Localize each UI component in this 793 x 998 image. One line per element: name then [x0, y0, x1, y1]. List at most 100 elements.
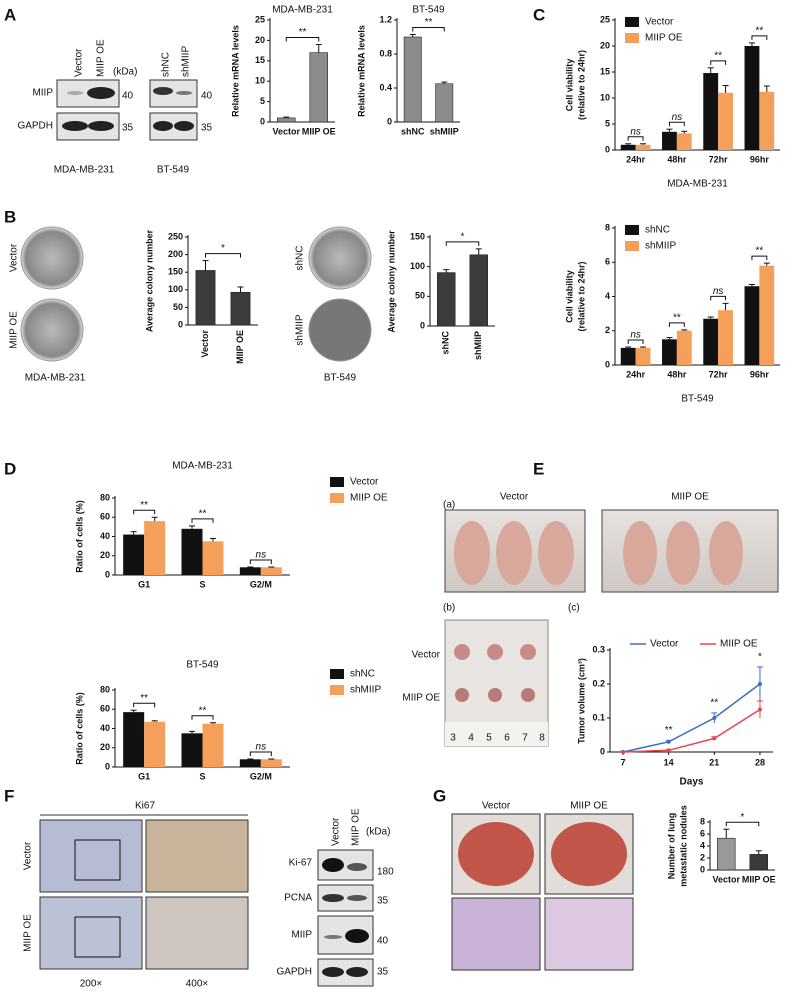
annotation: ** — [140, 693, 148, 704]
annotation: ** — [140, 500, 148, 511]
x-tick-label: MIIP OE — [742, 874, 776, 884]
ruler-label: 7 — [522, 733, 528, 744]
y-tick-label: 0.1 — [592, 712, 605, 722]
y-tick-label: 0 — [105, 761, 110, 771]
y-tick-label: 20 — [600, 40, 610, 50]
x-tick-label: 28 — [755, 757, 765, 767]
colony-dishes: Vector MIIP OE MDA-MB-231 shNC shMIIP BT… — [9, 226, 372, 384]
ruler-label: 8 — [539, 733, 545, 744]
x-tick-label: 24hr — [626, 154, 646, 164]
chart-title: MDA-MB-231 — [172, 461, 233, 472]
y-axis-label: Cell viability — [564, 270, 574, 323]
panel-letter: B — [4, 207, 16, 226]
marker-label: 40 — [122, 91, 134, 102]
sub-label: (a) — [443, 500, 455, 511]
x-tick-label: 72hr — [709, 154, 729, 164]
y-tick-label: 2 — [700, 852, 705, 862]
zoom-box — [74, 839, 121, 881]
row-label: MIIP OE — [9, 311, 20, 349]
y-tick-label: 6 — [700, 828, 705, 838]
mouse — [454, 521, 490, 585]
dish — [308, 226, 372, 290]
y-tick-label: 0 — [178, 319, 183, 329]
y-tick-label: 1.2 — [379, 14, 392, 24]
chart-title: BT-549 — [412, 5, 445, 16]
bar — [662, 131, 677, 150]
dish — [308, 298, 372, 362]
panel-letter: C — [533, 5, 545, 24]
panel-letter: A — [4, 5, 16, 24]
y-axis-label: Tumor volume (cm³) — [576, 658, 586, 744]
x-tick-label: 96hr — [750, 154, 770, 164]
bar — [123, 712, 145, 767]
y-axis-label: Average colony number — [144, 229, 154, 332]
bracket — [668, 322, 685, 327]
bracket — [133, 509, 156, 515]
bar — [718, 92, 733, 150]
y-tick-label: 150 — [410, 231, 425, 241]
tumor — [455, 688, 469, 702]
bar — [635, 347, 651, 365]
x-tick-label: Vector — [272, 126, 300, 136]
ihc-image — [39, 819, 143, 893]
x-tick-label: MIIP OE — [235, 330, 245, 364]
y-tick-label: 2 — [605, 325, 610, 335]
y-tick-label: 50 — [415, 291, 425, 301]
y-tick-label: 25 — [255, 14, 265, 24]
panel-letters: A B C D E F G — [4, 5, 545, 805]
y-tick-label: 80 — [100, 684, 110, 694]
mice-photos: (a) Vector MIIP OE (b) Vector MIIP OE 3 … — [402, 492, 779, 747]
panel-letter: D — [4, 459, 16, 478]
tumor — [454, 644, 470, 660]
ruler — [445, 722, 548, 746]
bar — [123, 534, 145, 575]
lane-label: MIIP OE — [96, 39, 107, 77]
band — [324, 935, 342, 939]
bar — [144, 521, 166, 575]
y-tick-label: 60 — [100, 704, 110, 714]
y-tick-label: 0 — [605, 359, 610, 369]
bar — [239, 759, 261, 767]
bar — [744, 286, 760, 365]
kda-label: (kDa) — [366, 827, 390, 838]
y-axis-label: Number of lung — [666, 813, 676, 880]
row-label: shNC — [295, 245, 306, 270]
bar — [703, 318, 719, 365]
marker-label: 40 — [377, 936, 389, 947]
annotation: ** — [755, 26, 763, 37]
x-tick-label: shMIIP — [430, 126, 459, 136]
y-axis-label: Cell viability — [564, 59, 574, 112]
x-tick-label: 96hr — [750, 369, 770, 379]
bar — [620, 347, 636, 365]
legend-swatch — [625, 17, 639, 27]
band — [322, 858, 344, 872]
histology — [451, 897, 541, 971]
annotation: ** — [665, 725, 673, 736]
y-tick-label: 20 — [255, 35, 265, 45]
annotation: ** — [673, 313, 681, 324]
band — [174, 121, 194, 131]
legend-swatch — [330, 685, 344, 695]
y-tick-label: 0.3 — [592, 644, 605, 654]
dish — [20, 298, 84, 362]
band — [67, 91, 83, 95]
y-axis-label: Relative mRNA levels — [230, 25, 240, 117]
y-tick-label: 5 — [605, 118, 610, 128]
x-tick-label: MIIP OE — [302, 126, 336, 136]
y-axis-label: Average colony number — [386, 230, 396, 333]
band — [87, 87, 115, 99]
ihc-image — [145, 896, 249, 970]
bar — [403, 36, 422, 123]
legend-swatch — [330, 669, 344, 679]
bracket — [249, 559, 272, 565]
band — [346, 967, 368, 977]
legend-label: Vector — [650, 639, 679, 650]
bracket — [668, 121, 685, 127]
lung-g: Vector MIIP OE — [451, 801, 634, 971]
ruler-label: 6 — [504, 733, 510, 744]
y-tick-label: 20 — [100, 550, 110, 560]
x-tick-label: Vector — [712, 874, 740, 884]
y-tick-label: 200 — [168, 249, 183, 259]
bracket — [710, 295, 727, 301]
annotation: * — [741, 812, 745, 823]
